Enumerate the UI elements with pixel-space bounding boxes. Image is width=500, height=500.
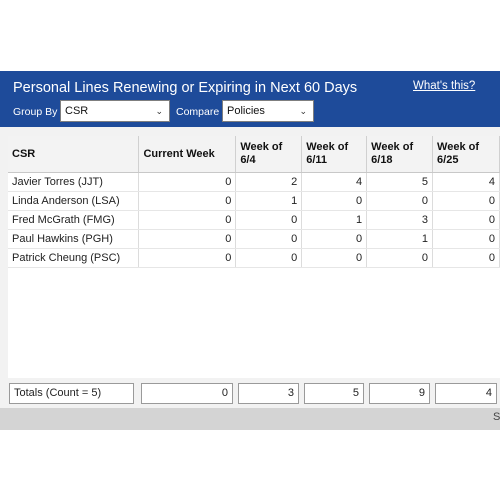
column-header-week-6-25[interactable]: Week of 6/25: [432, 136, 500, 173]
count-cell: 0: [366, 191, 434, 211]
column-header-week-6-4[interactable]: Week of 6/4: [235, 136, 303, 173]
whats-this-link[interactable]: What's this?: [413, 80, 476, 92]
totals-row: Totals (Count = 5) 0 3 5 9 4: [8, 378, 500, 408]
count-cell: 0: [235, 229, 303, 249]
column-header-week-6-11[interactable]: Week of 6/11: [301, 136, 368, 173]
csr-name-cell: Patrick Cheung (PSC): [8, 248, 140, 268]
count-cell: 1: [301, 210, 368, 230]
table-row[interactable]: Paul Hawkins (PGH) 0 0 0 1 0: [8, 229, 500, 249]
table-row[interactable]: Fred McGrath (FMG) 0 0 1 3 0: [8, 210, 500, 230]
compare-label: Compare: [176, 106, 220, 118]
group-by-select[interactable]: CSR ⌄: [60, 100, 170, 122]
column-header-week-6-18[interactable]: Week of 6/18: [366, 136, 434, 173]
count-cell: 0: [235, 248, 303, 268]
csr-name-cell: Paul Hawkins (PGH): [8, 229, 140, 249]
table-row[interactable]: Patrick Cheung (PSC) 0 0 0 0 0: [8, 248, 500, 268]
csr-table: CSR Current Week Week of 6/4 Week of 6/1…: [8, 136, 500, 268]
count-cell: 0: [138, 248, 237, 268]
total-cell: 3: [238, 383, 299, 404]
column-header-line1: Week of: [371, 141, 414, 153]
total-cell: 9: [369, 383, 430, 404]
csr-name-cell: Fred McGrath (FMG): [8, 210, 140, 230]
count-cell: 2: [235, 172, 303, 192]
column-header-line1: Current Week: [143, 147, 215, 160]
column-header-line1: Week of: [240, 141, 283, 153]
compare-value: Policies: [227, 105, 265, 117]
count-cell: 0: [432, 191, 500, 211]
widget-footer: S: [0, 408, 500, 430]
count-cell: 0: [301, 229, 368, 249]
column-header-line1: Week of: [306, 141, 349, 153]
count-cell: 4: [301, 172, 368, 192]
count-cell: 0: [432, 229, 500, 249]
total-cell: 4: [435, 383, 497, 404]
group-by-value: CSR: [65, 105, 89, 117]
column-header-line2: 6/11: [306, 154, 328, 166]
footer-text: S: [493, 411, 500, 423]
csr-name-cell: Linda Anderson (LSA): [8, 191, 140, 211]
widget-title: Personal Lines Renewing or Expiring in N…: [13, 80, 358, 96]
chevron-down-icon: ⌄: [299, 106, 307, 116]
count-cell: 1: [235, 191, 303, 211]
count-cell: 0: [138, 172, 237, 192]
column-header-line1: CSR: [12, 147, 36, 160]
column-header-line2: 6/4: [240, 154, 256, 166]
count-cell: 4: [432, 172, 500, 192]
count-cell: 0: [366, 248, 434, 268]
count-cell: 0: [235, 210, 303, 230]
count-cell: 0: [301, 248, 368, 268]
count-cell: 3: [366, 210, 434, 230]
column-header-csr[interactable]: CSR: [8, 136, 140, 173]
chevron-down-icon: ⌄: [155, 106, 163, 116]
count-cell: 0: [138, 191, 237, 211]
count-cell: 0: [432, 248, 500, 268]
count-cell: 0: [301, 191, 368, 211]
data-grid: CSR Current Week Week of 6/4 Week of 6/1…: [8, 136, 500, 381]
column-header-line2: 6/18: [371, 154, 393, 166]
compare-select[interactable]: Policies ⌄: [222, 100, 314, 122]
table-row[interactable]: Javier Torres (JJT) 0 2 4 5 4: [8, 172, 500, 192]
count-cell: 5: [366, 172, 434, 192]
group-by-label: Group By: [13, 106, 58, 118]
widget-header: Personal Lines Renewing or Expiring in N…: [0, 71, 500, 127]
count-cell: 0: [432, 210, 500, 230]
total-cell: 0: [141, 383, 233, 404]
count-cell: 1: [366, 229, 434, 249]
table-row[interactable]: Linda Anderson (LSA) 0 1 0 0 0: [8, 191, 500, 211]
column-header-current-week[interactable]: Current Week: [138, 136, 237, 173]
column-header-line1: Week of: [437, 141, 480, 153]
count-cell: 0: [138, 210, 237, 230]
renewals-widget: Personal Lines Renewing or Expiring in N…: [0, 71, 500, 430]
total-cell: 5: [304, 383, 364, 404]
column-header-line2: 6/25: [437, 154, 459, 166]
count-cell: 0: [138, 229, 237, 249]
csr-name-cell: Javier Torres (JJT): [8, 172, 140, 192]
totals-label: Totals (Count = 5): [9, 383, 134, 404]
